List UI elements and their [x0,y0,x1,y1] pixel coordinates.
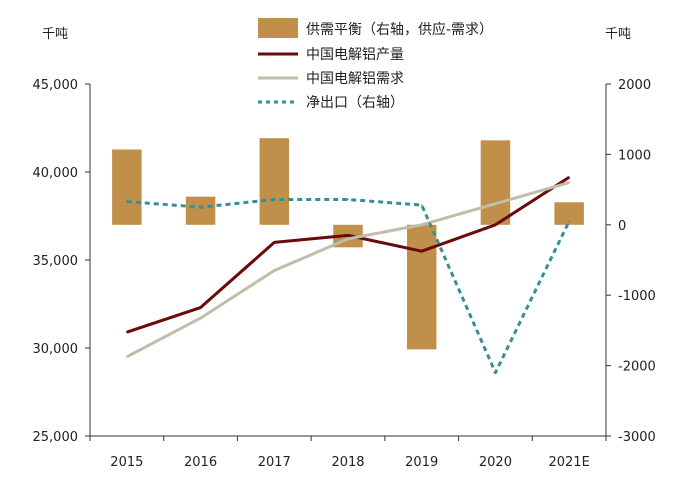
x-tick-label: 2019 [405,455,438,470]
series-point [126,356,128,358]
x-ticks: 2015 2016 2017 2018 2019 2020 2021E [89,436,607,470]
bar-balance [112,149,142,225]
lines-group [126,176,571,375]
series-point [273,269,276,272]
series-point [273,198,276,201]
series-point [126,200,128,203]
left-ticks: 25,000 30,000 35,000 40,000 45,000 [33,78,90,445]
series-point [420,224,423,226]
series-point [199,317,202,319]
legend: 供需平衡（右轴，供应-需求） 中国电解铝产量 中国电解铝需求 净出口（右轴） [258,18,493,111]
bar-balance [554,202,584,225]
x-tick-label: 2015 [110,455,143,470]
series-point [273,241,276,244]
x-tick-label: 2021E [548,455,589,470]
right-tick-label: -1000 [618,289,656,304]
bar-balance [259,138,290,225]
legend-label-production: 中国电解铝产量 [306,47,404,63]
left-tick-label: 25,000 [33,430,79,445]
legend-label-demand: 中国电解铝需求 [306,71,404,87]
series-point [199,206,202,208]
series-point [347,234,349,237]
bars-group [112,138,584,350]
right-tick-label: 1000 [618,148,651,163]
left-axis-unit: 千吨 [42,27,68,42]
x-tick-label: 2016 [184,455,217,470]
right-tick-label: 0 [618,219,626,234]
series-point [568,176,570,179]
left-tick-label: 40,000 [33,166,79,181]
series-point [494,224,497,226]
left-tick-label: 30,000 [33,342,79,357]
right-ticks: -3000 -2000 -1000 0 1000 2000 [606,78,656,445]
left-tick-label: 45,000 [33,78,79,93]
legend-swatch-balance [258,18,298,38]
series-point [420,204,423,206]
right-tick-label: -3000 [618,430,656,445]
right-axis-unit: 千吨 [605,27,631,42]
x-tick-label: 2020 [479,455,512,470]
series-point [494,371,497,374]
series-point [347,198,349,201]
right-tick-label: 2000 [618,78,651,93]
bar-balance [185,196,216,225]
legend-label-balance: 供需平衡（右轴，供应-需求） [306,21,493,38]
series-point [568,220,570,223]
series-point [494,202,497,205]
series-point [347,238,349,240]
right-tick-label: -2000 [618,360,656,375]
series-point [126,331,128,333]
series-point [568,181,570,184]
x-tick-label: 2018 [331,455,364,470]
series-point [199,306,202,309]
legend-label-net-export: 净出口（右轴） [306,95,404,111]
series-point [420,250,423,252]
x-tick-label: 2017 [258,455,291,470]
bar-balance [480,140,511,225]
bar-balance [406,224,437,350]
left-tick-label: 35,000 [33,254,79,269]
